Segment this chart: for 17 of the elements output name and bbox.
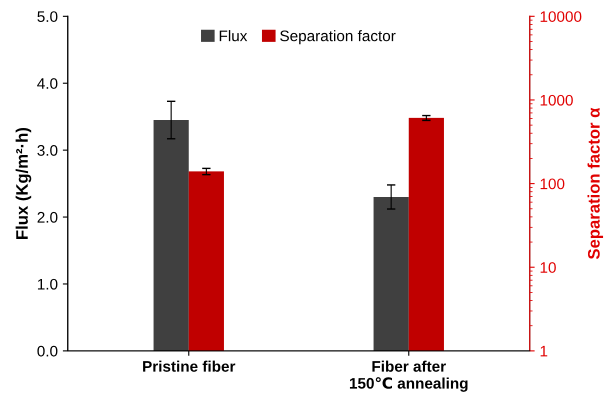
legend-label: Flux <box>220 30 248 42</box>
y2-tick-label: 1000 <box>540 94 573 106</box>
y2-tick-label: 10000 <box>540 11 582 22</box>
y-tick-label: 3.0 <box>37 145 58 156</box>
x-tick-label: Pristine fiber <box>143 360 236 372</box>
y-tick-label: 0.0 <box>37 346 58 357</box>
y-tick-label: 1.0 <box>38 278 58 290</box>
y2-tick-label: 100 <box>540 178 564 190</box>
x-tick-label: Fiber after 150℃ annealing <box>350 360 468 392</box>
legend-label: Separation factor <box>280 30 396 44</box>
y-tick-label: 4.0 <box>37 78 58 89</box>
y-tick-label: 5.0 <box>37 11 58 22</box>
y2-tick-label: 1 <box>540 346 548 356</box>
y-axis-title: Flux (Kg/m²·h) <box>16 128 32 239</box>
y-tick-label: 2.0 <box>38 212 58 223</box>
y2-axis-title: Separation factor α <box>588 108 604 260</box>
y2-tick-label: 10 <box>540 262 556 273</box>
